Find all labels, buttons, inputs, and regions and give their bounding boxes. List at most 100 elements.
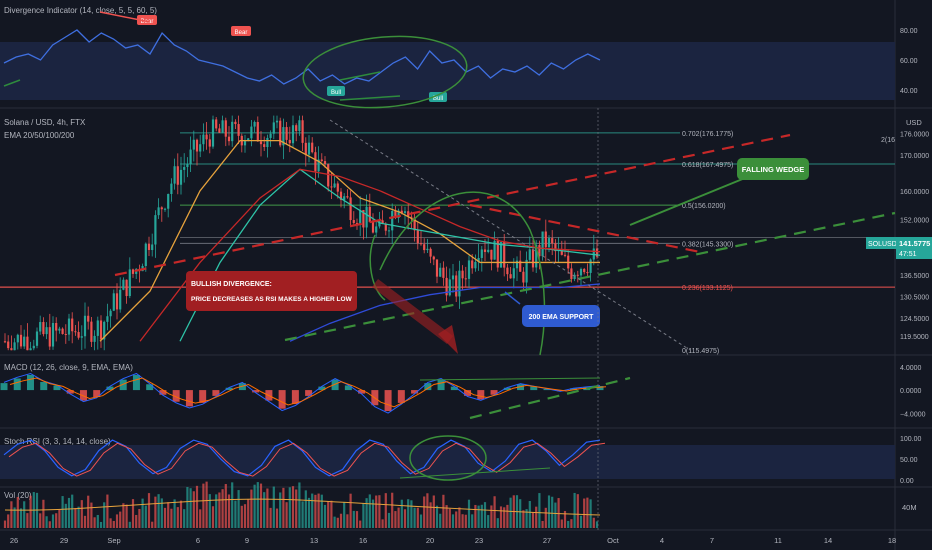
volume-bar-118 [381,519,384,528]
volume-bar-178 [573,492,576,528]
candle-body-30 [99,320,103,340]
candle-body-79 [256,122,259,142]
volume-bar-142 [458,507,461,528]
volume-bar-138 [445,505,448,528]
candle-body-24 [80,336,83,338]
price-tick-6: 130.5000 [900,294,929,301]
volume-bar-1 [7,514,10,528]
volume-bar-104 [336,517,339,528]
price-tick-2: 160.0000 [900,189,929,196]
stoch-tick-2: 0.00 [900,478,914,485]
candle-body-123 [397,210,400,218]
candle-body-100 [323,161,327,165]
stoch-circle [409,435,487,481]
volume-bar-11 [39,513,42,528]
candle-body-97 [314,152,317,172]
candle-body-179 [576,274,579,276]
macd-tick-1: 0.0000 [900,388,922,395]
candle-body-148 [477,257,480,262]
candle-body-31 [103,321,106,340]
macd-hist-bar-2 [26,374,34,391]
fib-label-4: 0.236(133.1125) [682,285,733,292]
candle-body-143 [461,270,464,279]
candle-body-172 [554,243,557,252]
divergence-tick-2: 40.00 [900,88,918,95]
candle-body-88 [285,127,288,140]
macd-hist-bar-32 [424,383,432,391]
volume-bar-27 [90,502,93,528]
candle-body-81 [263,144,266,147]
volume-bar-128 [413,507,416,528]
candle-body-167 [538,245,541,257]
ema20-line [99,140,600,342]
volume-bar-177 [570,519,573,528]
volume-bar-117 [378,495,381,528]
volume-bar-71 [231,482,234,528]
volume-bar-185 [595,521,599,528]
candle-body-128 [413,217,416,231]
macd-hist-bar-34 [450,386,458,391]
volume-bar-28 [93,517,96,528]
signal-line [9,377,607,408]
volume-bar-143 [461,514,464,528]
macd-hist-bar-27 [358,390,366,394]
candle-body-94 [304,142,307,155]
time-tick-8: 23 [475,536,483,545]
candle-body-23 [77,332,80,338]
volume-bar-131 [423,496,426,528]
volume-bar-25 [83,515,87,528]
candle-body-62 [202,134,205,145]
volume-bar-23 [77,506,80,528]
volume-panel[interactable]: Vol (20) 40M [3,481,917,528]
macd-hist-bar-41 [543,388,551,391]
candle-body-165 [531,249,535,268]
div-trend-1 [3,79,21,87]
stoch-k-line [3,439,601,477]
volume-bar-18 [61,496,64,528]
volume-bar-20 [67,497,71,528]
candle-body-103 [333,183,336,188]
volume-bar-92 [298,482,301,528]
candle-body-66 [215,119,218,129]
stoch-title: Stoch RSI (3, 3, 14, 14, close) [4,437,111,446]
volume-bar-26 [87,495,90,528]
candle-body-119 [384,223,387,231]
volume-bar-55 [179,500,183,528]
candle-body-98 [317,159,320,172]
stoch-rsi-panel[interactable]: Stoch RSI (3, 3, 14, 14, close) 100.00 50… [0,435,922,485]
macd-hist-bar-23 [305,390,313,396]
macd-hist-bar-7 [93,390,101,398]
volume-bar-80 [259,483,263,528]
candle-body-70 [227,136,231,142]
volume-bar-125 [403,509,407,528]
macd-hist-bar-4 [53,385,61,391]
volume-bar-50 [163,507,167,528]
candle-body-69 [224,120,227,137]
macd-hist-bar-33 [437,379,445,391]
volume-bar-119 [384,493,387,528]
candle-body-96 [311,142,314,153]
price-tick-3: 152.0000 [900,217,929,224]
candle-body-19 [64,333,67,335]
macd-panel[interactable]: MACD (12, 26, close, 9, EMA, EMA) 4.0000… [0,363,926,420]
bullish-arrow-shaft [371,279,454,344]
volume-bar-62 [202,483,205,528]
volume-bar-147 [474,504,477,528]
volume-bar-66 [215,494,218,528]
ema100-line [139,168,601,342]
bear-label-2 [231,26,251,36]
volume-bar-152 [490,505,493,528]
macd-hist-bar-39 [517,384,525,391]
volume-bar-124 [400,499,403,528]
candle-body-21 [71,318,74,332]
candle-body-7 [26,336,29,351]
price-text: 141.5775 [899,239,930,248]
divergence-indicator-panel[interactable]: Divergence Indicator (14, close, 5, 5, 6… [0,6,918,114]
candle-body-183 [589,259,592,273]
candle-body-61 [199,144,202,152]
bull-label-2 [429,92,447,102]
candle-body-177 [570,268,573,280]
macd-hist-bar-11 [146,384,154,391]
